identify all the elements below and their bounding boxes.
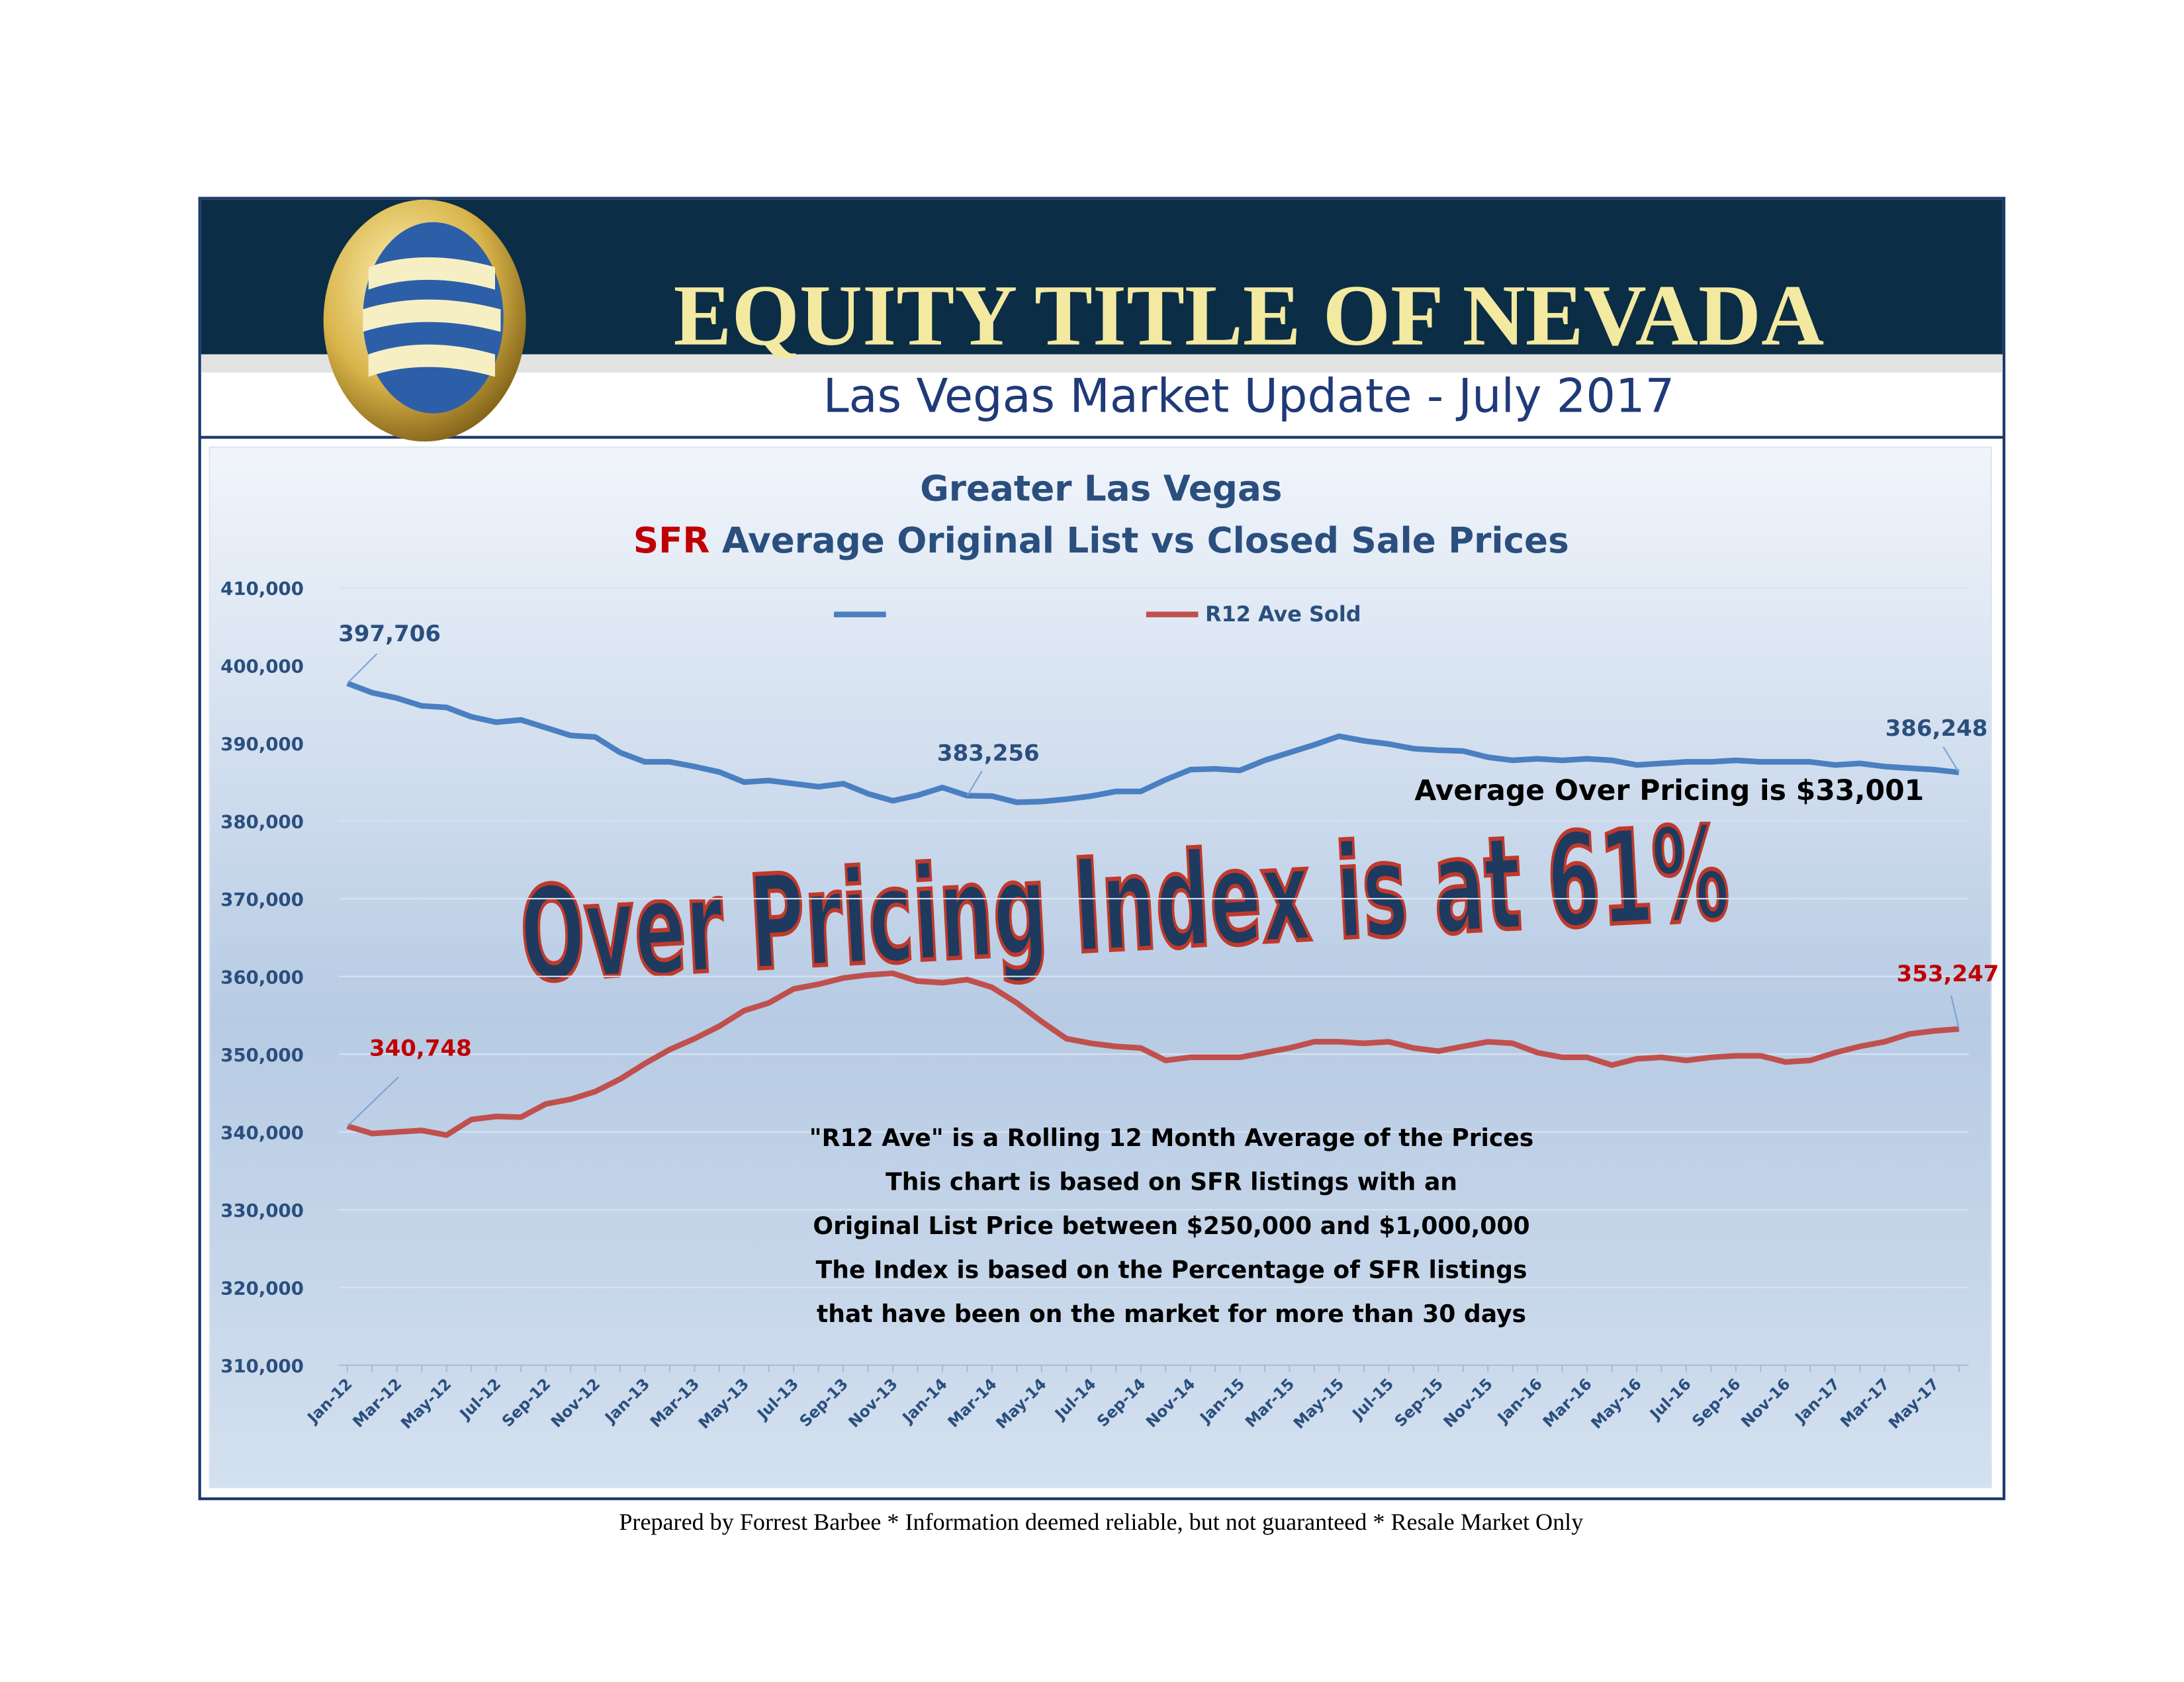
chart-subtitle: SFR Average Original List vs Closed Sale…: [633, 520, 1569, 561]
y-tick-label: 310,000: [220, 1355, 304, 1377]
data-label: 353,247: [1897, 961, 1999, 987]
label-leader: [966, 770, 983, 797]
y-tick-label: 340,000: [220, 1122, 304, 1143]
header-subtitle: Las Vegas Market Update - July 2017: [823, 369, 1675, 423]
label-leader: [1942, 746, 1960, 773]
label-leader: [1950, 995, 1960, 1030]
over-pricing-note: Average Over Pricing is $33,001: [1414, 775, 1924, 807]
y-tick-label: 320,000: [220, 1277, 304, 1299]
label-leader: [347, 653, 378, 684]
note-line: "R12 Ave" is a Rolling 12 Month Average …: [809, 1124, 1533, 1152]
header-title: EQUITY TITLE OF NEVADA: [674, 268, 1825, 364]
plot-background: [208, 446, 1992, 1489]
y-tick-label: 390,000: [220, 733, 304, 755]
y-tick-label: 360,000: [220, 966, 304, 988]
note-line: that have been on the market for more th…: [817, 1300, 1526, 1328]
data-label: 397,706: [338, 621, 441, 647]
footer: Prepared by Forrest Barbee * Information…: [619, 1509, 1583, 1535]
legend-label: R12 Ave Sold: [1205, 601, 1361, 627]
note-line: The Index is based on the Percentage of …: [816, 1255, 1527, 1284]
data-label: 386,248: [1886, 715, 1988, 742]
series-line: [346, 970, 1960, 1138]
subtitle-highlight: SFR: [633, 520, 709, 561]
label-leader: [347, 1076, 399, 1127]
data-label: 383,256: [937, 740, 1040, 766]
y-tick-label: 350,000: [220, 1044, 304, 1066]
y-tick-label: 380,000: [220, 811, 304, 832]
note-line: This chart is based on SFR listings with…: [886, 1167, 1457, 1196]
data-label: 340,748: [369, 1036, 472, 1062]
y-tick-label: 410,000: [220, 578, 304, 599]
y-tick-label: 330,000: [220, 1200, 304, 1221]
series-line: [346, 680, 1960, 805]
chart-title: Greater Las Vegas: [920, 468, 1282, 509]
logo: [323, 199, 526, 442]
y-tick-label: 370,000: [220, 889, 304, 910]
subtitle-text: Average Original List vs Closed Sale Pri…: [722, 520, 1569, 561]
y-tick-label: 400,000: [220, 655, 304, 677]
note-line: Original List Price between $250,000 and…: [813, 1212, 1529, 1240]
